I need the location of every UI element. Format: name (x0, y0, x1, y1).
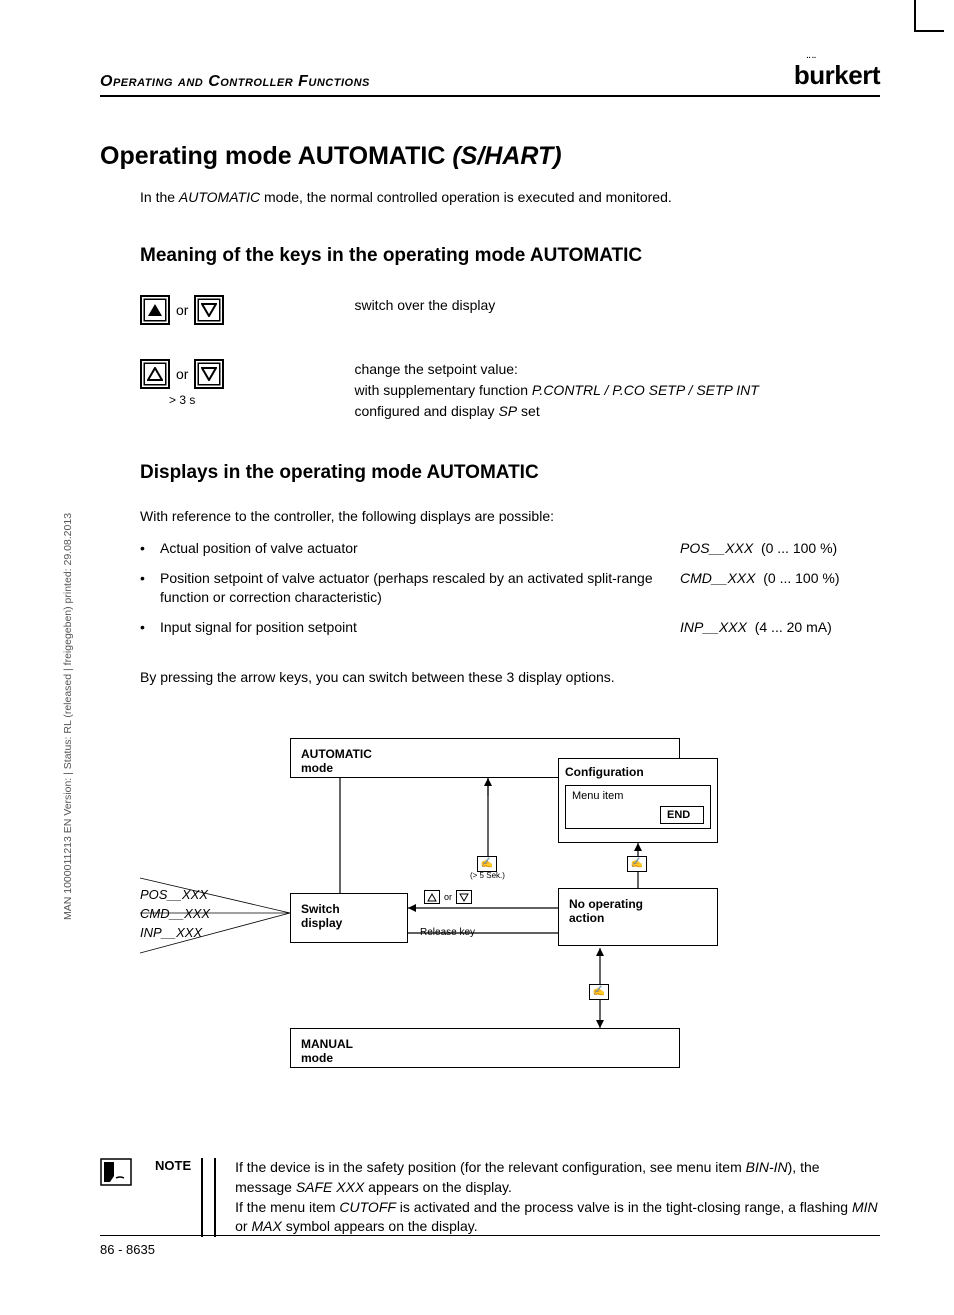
desc-param: P.CONTRL / P.CO SETP / SETP INT (532, 382, 759, 398)
key-description: switch over the display (354, 295, 880, 316)
box-label: No operating (569, 897, 643, 911)
note-ital: MIN (852, 1199, 878, 1215)
hand-icon: ✍ (627, 853, 647, 872)
box-label: mode (301, 1051, 333, 1065)
box-label: Switch (301, 902, 340, 916)
or-label: or (444, 892, 452, 902)
side-metadata: MAN 1000011213 EN Version: | Status: RL … (62, 513, 74, 920)
arrow-down-icon (194, 359, 224, 389)
code-cmd: CMD__XXX (140, 906, 260, 921)
desc-line: set (517, 403, 540, 419)
box-label: display (301, 916, 342, 930)
logo-dots: ¨¨ (807, 56, 818, 67)
end-box: END (660, 806, 704, 824)
item-value: CMD__XXX (0 ... 100 %) (680, 569, 880, 608)
displays-outro: By pressing the arrow keys, you can swit… (140, 667, 880, 688)
arrow-down-icon (456, 890, 472, 904)
note-ital: BIN-IN (746, 1159, 788, 1175)
intro-prefix: In the (140, 189, 179, 205)
item-value: POS__XXX (0 ... 100 %) (680, 539, 880, 559)
note-label: NOTE (147, 1158, 203, 1236)
box-label: Configuration (565, 765, 644, 779)
code-inp: INP__XXX (140, 925, 260, 940)
intro-mode: AUTOMATIC (179, 189, 260, 205)
running-title: Operating and Controller Functions (100, 73, 370, 91)
section-heading-keys: Meaning of the keys in the operating mod… (140, 245, 880, 267)
time-hint-label: (> 5 Sek.) (470, 871, 505, 880)
mini-arrow-keys: or (424, 890, 472, 904)
note-block: NOTE If the device is in the safety posi… (100, 1158, 880, 1236)
intro-paragraph: In the AUTOMATIC mode, the normal contro… (140, 189, 880, 205)
running-header: Operating and Controller Functions ¨¨ bu… (100, 60, 880, 97)
key-combo-hold: or > 3 s (140, 359, 224, 407)
hand-icon: ✍ (477, 853, 497, 872)
note-separator (214, 1158, 216, 1236)
desc-line: with supplementary function (354, 382, 531, 398)
key-row-2: or > 3 s change the setpoint value: with… (140, 359, 880, 422)
display-list: • Actual position of valve actuator POS_… (140, 539, 880, 637)
box-label: action (569, 911, 604, 925)
title-main: Operating mode AUTOMATIC (100, 142, 445, 170)
list-item: • Input signal for position setpoint INP… (140, 618, 880, 638)
note-line: is activated and the process valve is in… (396, 1199, 852, 1215)
item-desc: Actual position of valve actuator (160, 539, 680, 559)
box-label: MANUAL (301, 1037, 353, 1051)
note-line: If the device is in the safety position … (235, 1159, 746, 1175)
bullet: • (140, 569, 160, 608)
key-row-1: or switch over the display (140, 295, 880, 325)
note-line: If the menu item (235, 1199, 339, 1215)
arrow-up-icon (424, 890, 440, 904)
crop-mark (914, 30, 944, 32)
page-title: Operating mode AUTOMATIC (S/HART) (100, 142, 880, 171)
menu-item-box: Menu item END (565, 785, 711, 829)
arrow-up-icon (140, 359, 170, 389)
hold-time-label: > 3 s (169, 393, 195, 407)
crop-mark (914, 0, 916, 30)
manual-mode-box: MANUAL mode (290, 1028, 680, 1068)
page-content: Operating and Controller Functions ¨¨ bu… (100, 60, 880, 1237)
box-label: AUTOMATIC (301, 747, 372, 761)
bullet: • (140, 539, 160, 559)
hand-icon: ✍ (589, 981, 609, 1000)
switch-display-box: Switch display (290, 893, 408, 943)
section-heading-displays: Displays in the operating mode AUTOMATIC (140, 462, 880, 484)
no-operating-box: No operating action (558, 888, 718, 946)
displays-intro: With reference to the controller, the fo… (140, 506, 880, 527)
arrow-down-icon (194, 295, 224, 325)
note-ital: CUTOFF (339, 1199, 396, 1215)
arrow-up-icon (140, 295, 170, 325)
list-item: • Position setpoint of valve actuator (p… (140, 569, 880, 608)
note-icon (100, 1158, 132, 1186)
note-ital: MAX (251, 1218, 281, 1234)
item-desc: Position setpoint of valve actuator (per… (160, 569, 680, 608)
or-label: or (176, 302, 188, 318)
item-desc: Input signal for position setpoint (160, 618, 680, 638)
item-value: INP__XXX (4 ... 20 mA) (680, 618, 880, 638)
brand-logo: ¨¨ burkert (794, 60, 880, 91)
key-description: change the setpoint value: with suppleme… (354, 359, 880, 422)
state-diagram: AUTOMATIC mode Configuration Menu item E… (140, 738, 880, 1108)
desc-param: SP (498, 403, 517, 419)
list-item: • Actual position of valve actuator POS_… (140, 539, 880, 559)
box-label: mode (301, 761, 333, 775)
note-text: If the device is in the safety position … (235, 1158, 880, 1236)
intro-suffix: mode, the normal controlled operation is… (260, 189, 672, 205)
code-pos: POS__XXX (140, 887, 260, 902)
desc-line: change the setpoint value: (354, 361, 517, 377)
note-line: symbol appears on the display. (282, 1218, 478, 1234)
desc-line: configured and display (354, 403, 498, 419)
note-line: appears on the display. (364, 1179, 512, 1195)
note-ital: SAFE XXX (296, 1179, 364, 1195)
display-codes: POS__XXX CMD__XXX INP__XXX (140, 883, 260, 944)
page-footer: 86 - 8635 (100, 1235, 880, 1257)
configuration-box: Configuration Menu item END (558, 758, 718, 843)
title-suffix: (S/HART) (452, 142, 561, 170)
note-line: or (235, 1218, 251, 1234)
or-label: or (176, 366, 188, 382)
box-label: Menu item (572, 790, 623, 802)
bullet: • (140, 618, 160, 638)
key-combo: or (140, 295, 224, 325)
release-label: Release key (420, 927, 475, 938)
